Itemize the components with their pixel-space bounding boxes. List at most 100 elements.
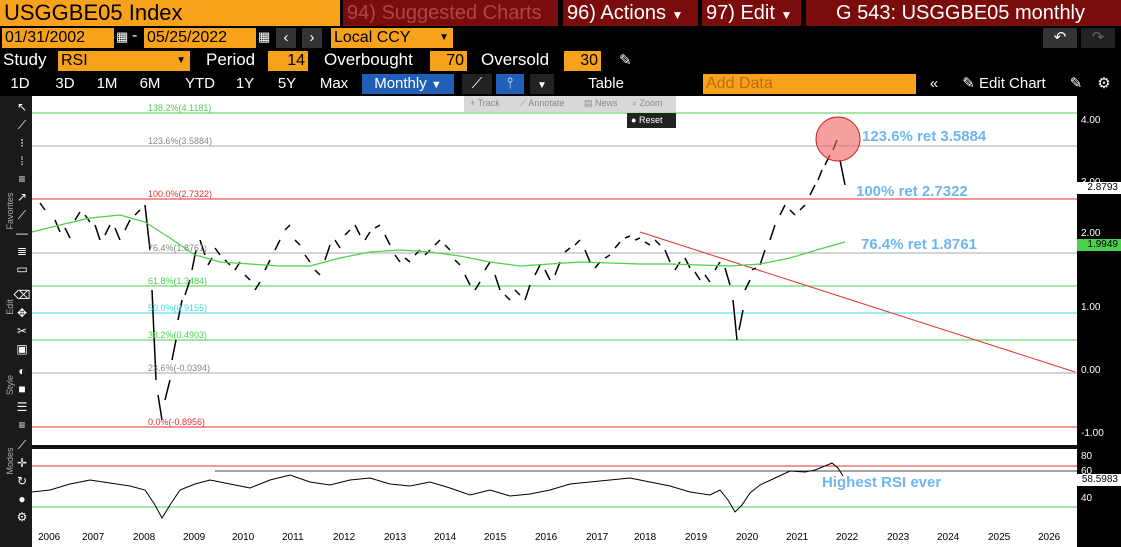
annotation-764[interactable]: 76.4% ret 1.8761 (861, 236, 977, 253)
edit-label: 97) Edit (706, 2, 775, 24)
delete-icon[interactable]: ▣ (16, 342, 28, 356)
eraser-icon[interactable]: ⌫ (13, 288, 31, 302)
arrow-tool-icon[interactable]: ↗ (16, 190, 28, 204)
range-button-3d[interactable]: 3D (55, 75, 75, 92)
rectangle-tool-icon[interactable]: ▭ (16, 262, 28, 276)
text-tool-icon[interactable]: ≣ (16, 244, 28, 258)
line-tool-icon[interactable]: ⟋ (17, 118, 27, 132)
calendar-icon[interactable]: ▦ (116, 29, 129, 44)
add-data-input[interactable]: Add Data (703, 74, 916, 94)
fib-label: 123.6%(3.5884) (148, 136, 213, 146)
cycle-icon[interactable]: ↻ (16, 474, 28, 488)
edit-chart-button[interactable]: ✎ Edit Chart (950, 74, 1058, 94)
annotate-button[interactable]: ⟋ Annotate (520, 98, 565, 108)
study-select[interactable]: RSI ▼ (58, 51, 190, 71)
overbought-label: Overbought (324, 50, 413, 69)
pointer-icon[interactable]: ↖ (16, 100, 28, 114)
crosshair-icon[interactable]: ✛ (16, 456, 28, 470)
bar-chart-icon[interactable]: ⫯ (496, 74, 524, 94)
magnet-icon[interactable]: ⟋ (17, 438, 27, 452)
palette-icon[interactable]: ● (18, 492, 26, 506)
next-period-button[interactable]: › (302, 28, 322, 48)
overbought-field[interactable]: 70 (430, 51, 467, 71)
suggested-charts-menu[interactable]: 94) Suggested Charts (343, 0, 558, 26)
chevron-down-icon: ▼ (439, 32, 449, 43)
x-tick: 2026 (1038, 532, 1061, 543)
x-tick: 2006 (38, 532, 61, 543)
period-field[interactable]: 14 (268, 51, 308, 71)
zoom-label: Zoom (639, 98, 663, 108)
fill-icon[interactable]: ■ (18, 382, 26, 396)
start-date-field[interactable]: 01/31/2002 (2, 28, 114, 48)
annotate-label: Annotate (528, 98, 565, 108)
color-icon[interactable]: ◐ (18, 364, 26, 378)
zoom-button[interactable]: ⌕ Zoom (632, 98, 663, 108)
gear-icon[interactable]: ⚙ (1097, 75, 1111, 92)
chart-type-dropdown[interactable]: ▼ (530, 74, 554, 94)
rsi-tick: 80 (1081, 451, 1093, 462)
price-panel[interactable] (32, 96, 1077, 445)
ma-value-badge: 1.9949 (1077, 239, 1121, 251)
y-tick: 0.00 (1081, 365, 1101, 376)
last-price-badge: 2.8793 (1077, 182, 1121, 194)
ticker-field[interactable]: USGGBE05 Index (0, 0, 340, 26)
x-tick: 2016 (535, 532, 558, 543)
floating-toolbar: + Track ⟋ Annotate ▤ News ⌕ Zoom (464, 96, 676, 112)
rsi-panel[interactable] (32, 449, 1077, 531)
settings-icon[interactable]: ⚙ (16, 510, 28, 524)
chevron-down-icon: ▼ (671, 8, 684, 22)
panel-divider[interactable] (32, 445, 1077, 449)
pencil-icon: ✎ (962, 75, 975, 92)
calendar-icon[interactable]: ▦ (258, 29, 271, 44)
x-tick: 2023 (887, 532, 910, 543)
range-button-ytd[interactable]: YTD (185, 75, 215, 92)
frequency-value: Monthly (374, 75, 427, 92)
study-value: RSI (61, 52, 88, 69)
highlight-circle[interactable] (815, 116, 861, 162)
range-button-5y[interactable]: 5Y (277, 75, 297, 92)
trend-line[interactable] (639, 231, 1076, 373)
currency-select[interactable]: Local CCY ▼ (331, 28, 453, 48)
actions-menu[interactable]: 96) Actions ▼ (563, 0, 698, 26)
trend-tool-icon[interactable]: ⟋ (17, 208, 27, 222)
x-tick: 2014 (434, 532, 457, 543)
annotation-123[interactable]: 123.6% ret 3.5884 (862, 128, 987, 145)
edit-icon[interactable]: ✎ (1069, 75, 1083, 92)
line-chart-icon[interactable]: ⟋ (462, 74, 492, 94)
oversold-field[interactable]: 30 (564, 51, 601, 71)
moving-average-line (31, 214, 846, 267)
range-button-max[interactable]: Max (319, 75, 349, 92)
channel-icon[interactable]: ≡ (18, 172, 26, 186)
range-button-6m[interactable]: 6M (139, 75, 161, 92)
end-date-field[interactable]: 05/25/2022 (144, 28, 256, 48)
collapse-icon[interactable]: « (929, 75, 939, 92)
fib-label: 100.0%(2.7322) (148, 189, 213, 199)
line-style-icon[interactable]: ☰ (16, 400, 28, 414)
horizontal-line-icon[interactable]: — (16, 226, 28, 240)
undo-icon[interactable]: ↶ (1043, 28, 1077, 48)
x-tick: 2019 (685, 532, 708, 543)
redo-icon[interactable]: ↷ (1081, 28, 1115, 48)
track-button[interactable]: + Track (470, 98, 500, 108)
line-weight-icon[interactable]: ≡ (18, 418, 26, 432)
fibonacci-icon[interactable]: ⁝ (20, 136, 24, 150)
fib-extension-icon[interactable]: ⁞ (20, 154, 24, 168)
table-button[interactable]: Table (588, 75, 624, 92)
move-icon[interactable]: ✥ (16, 306, 28, 320)
annotation-100[interactable]: 100% ret 2.7322 (856, 183, 968, 200)
range-button-1m[interactable]: 1M (96, 75, 118, 92)
frequency-select[interactable]: Monthly ▼ (362, 74, 454, 94)
annotation-rsi[interactable]: Highest RSI ever (822, 474, 942, 491)
edit-menu[interactable]: 97) Edit ▼ (702, 0, 801, 26)
reset-button[interactable]: ● Reset (627, 113, 676, 128)
x-tick: 2022 (836, 532, 859, 543)
pencil-icon[interactable]: ✎ (619, 52, 632, 69)
cut-icon[interactable]: ✂ (16, 324, 28, 338)
period-label: Period (206, 50, 256, 69)
x-tick: 2018 (634, 532, 657, 543)
news-button[interactable]: ▤ News (584, 98, 618, 108)
range-button-1d[interactable]: 1D (10, 75, 30, 92)
prev-period-button[interactable]: ‹ (276, 28, 296, 48)
range-button-1y[interactable]: 1Y (235, 75, 255, 92)
